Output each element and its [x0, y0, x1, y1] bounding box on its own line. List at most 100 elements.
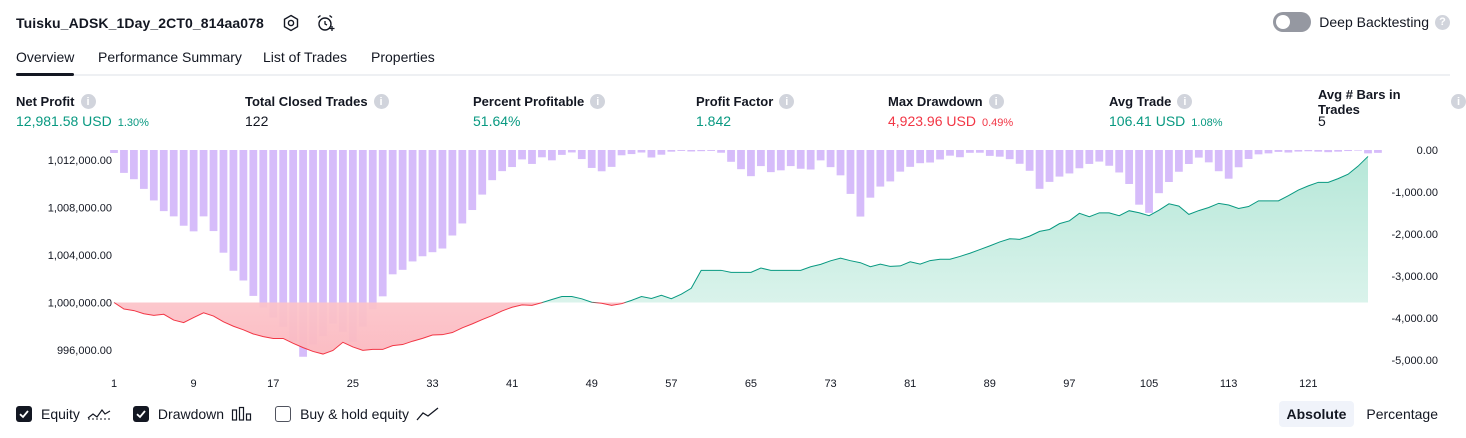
add-alert-button[interactable]: [312, 10, 338, 36]
drawdown-bar: [1324, 150, 1333, 153]
drawdown-bar: [667, 150, 676, 152]
check-icon: [19, 410, 29, 419]
drawdown-bar: [677, 150, 686, 151]
tab-overview[interactable]: Overview: [16, 44, 75, 76]
display-mode-switch: Absolute Percentage: [1278, 401, 1447, 427]
drawdown-bar: [1015, 150, 1024, 164]
drawdown-bar: [956, 150, 964, 158]
drawdown-bar: [149, 150, 158, 201]
info-icon[interactable]: i: [1451, 94, 1466, 109]
drawdown-bar: [587, 150, 596, 168]
drawdown-bar: [985, 150, 994, 156]
metric-max-drawdown: Max Drawdown i 4,923.96 USD 0.49%: [888, 93, 1013, 129]
drawdown-bar: [906, 150, 915, 167]
drawdown-bar: [796, 150, 805, 169]
right-tick-label: -4,000.00: [1392, 313, 1438, 325]
drawdown-bar: [757, 150, 765, 167]
info-icon[interactable]: i: [1177, 94, 1193, 109]
tab-performance-summary[interactable]: Performance Summary: [98, 49, 242, 65]
drawdown-bar: [1155, 150, 1163, 194]
drawdown-bar: [199, 150, 208, 217]
drawdown-bar: [478, 150, 487, 195]
drawdown-bar: [329, 150, 337, 324]
legend-buy-hold-equity[interactable]: Buy & hold equity: [275, 406, 440, 422]
drawdown-bar: [1364, 150, 1372, 154]
deep-backtesting-toggle[interactable]: [1273, 12, 1312, 32]
left-tick-label: 1,012,000.00: [48, 155, 112, 167]
metric-percent: 0.49%: [981, 117, 1014, 129]
drawdown-bar: [398, 150, 407, 270]
left-tick-label: 1,000,000.00: [48, 298, 112, 310]
legend-drawdown[interactable]: Drawdown: [132, 406, 253, 422]
drawdown-bar: [597, 150, 606, 172]
x-tick-label: 9: [191, 378, 197, 390]
metric-label: Avg Trade: [1109, 94, 1172, 109]
right-tick-label: -2,000.00: [1392, 229, 1438, 241]
drawdown-bar: [936, 150, 944, 160]
buy-hold-checkbox[interactable]: [275, 406, 292, 422]
drawdown-bar: [727, 150, 735, 162]
drawdown-bar: [637, 150, 646, 153]
drawdown-bar: [418, 150, 427, 257]
drawdown-bar: [528, 150, 536, 164]
drawdown-bar: [229, 150, 238, 271]
drawdown-bar: [577, 150, 586, 160]
info-icon[interactable]: i: [988, 94, 1004, 109]
drawdown-bar: [548, 150, 556, 161]
drawdown-bar: [786, 150, 795, 167]
help-icon[interactable]: ?: [1435, 14, 1450, 30]
info-icon[interactable]: i: [779, 94, 795, 109]
drawdown-bar: [1035, 150, 1044, 189]
equity-area-negative: [114, 302, 1368, 355]
bar-chart-icon: [231, 406, 253, 422]
drawdown-bar: [269, 150, 278, 318]
metric-total-closed-trades: Total Closed Trades i 122: [245, 93, 389, 129]
tab-properties[interactable]: Properties: [371, 49, 435, 65]
drawdown-bar: [896, 150, 905, 172]
info-icon[interactable]: i: [80, 94, 96, 109]
metric-percent-profitable: Percent Profitable i 51.64%: [473, 93, 606, 129]
percentage-button[interactable]: Percentage: [1366, 406, 1438, 422]
metric-percent: 1.30%: [117, 117, 149, 129]
drawdown-bar: [339, 150, 347, 332]
drawdown-bar: [1125, 150, 1134, 184]
drawdown-bar: [538, 150, 546, 158]
drawdown-bar: [319, 150, 327, 337]
legend-label: Buy & hold equity: [300, 406, 410, 422]
drawdown-bar: [687, 150, 696, 152]
drawdown-bar: [1175, 150, 1183, 172]
left-axis: 1,012,000.00 1,008,000.00 1,004,000.00 1,00…: [48, 155, 112, 357]
drawdown-bar: [1145, 150, 1153, 213]
equity-checkbox[interactable]: [16, 406, 32, 422]
toggle-knob: [1276, 15, 1291, 29]
drawdown-bar: [886, 150, 895, 182]
info-icon[interactable]: i: [590, 94, 606, 109]
metric-label: Profit Factor: [696, 94, 774, 109]
drawdown-bar: [916, 150, 925, 164]
drawdown-bar: [707, 150, 716, 151]
drawdown-bar: [1314, 150, 1323, 152]
settings-button[interactable]: [278, 10, 304, 36]
x-tick-label: 17: [267, 378, 279, 390]
drawdown-checkbox[interactable]: [132, 406, 149, 422]
drawdown-bar: [279, 150, 288, 327]
drawdown-bar: [946, 150, 954, 156]
drawdown-bar: [1254, 150, 1263, 155]
absolute-button[interactable]: Absolute: [1278, 401, 1355, 427]
drawdown-bar: [995, 150, 1004, 157]
drawdown-bar: [747, 150, 755, 177]
drawdown-bar: [737, 150, 745, 170]
drawdown-bar: [1244, 150, 1253, 159]
trend-line-icon: [416, 406, 440, 422]
drawdown-bar: [697, 150, 706, 152]
legend-equity[interactable]: Equity: [16, 406, 111, 422]
tab-bar: Overview Performance Summary List of Tra…: [16, 44, 1450, 76]
right-tick-label: -1,000.00: [1392, 187, 1438, 199]
info-icon[interactable]: i: [373, 94, 389, 109]
metric-avg-trade: Avg Trade i 106.41 USD 1.08%: [1109, 93, 1222, 129]
tab-list-of-trades[interactable]: List of Trades: [263, 49, 348, 65]
drawdown-bar: [408, 150, 417, 262]
x-tick-label: 25: [347, 378, 359, 390]
drawdown-bar: [1165, 150, 1173, 182]
chart-legend: Equity Drawdown Buy & hold equity: [16, 403, 462, 425]
